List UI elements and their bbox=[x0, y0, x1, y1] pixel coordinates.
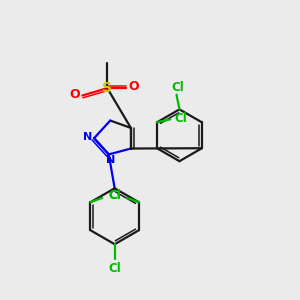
Text: N: N bbox=[106, 155, 115, 165]
Text: Cl: Cl bbox=[175, 112, 188, 125]
Text: Cl: Cl bbox=[172, 81, 184, 94]
Text: S: S bbox=[102, 81, 112, 95]
Text: O: O bbox=[70, 88, 80, 100]
Text: Cl: Cl bbox=[108, 262, 121, 275]
Text: Cl: Cl bbox=[108, 189, 121, 202]
Text: O: O bbox=[128, 80, 139, 93]
Text: N: N bbox=[83, 132, 92, 142]
Text: Cl: Cl bbox=[108, 189, 121, 202]
